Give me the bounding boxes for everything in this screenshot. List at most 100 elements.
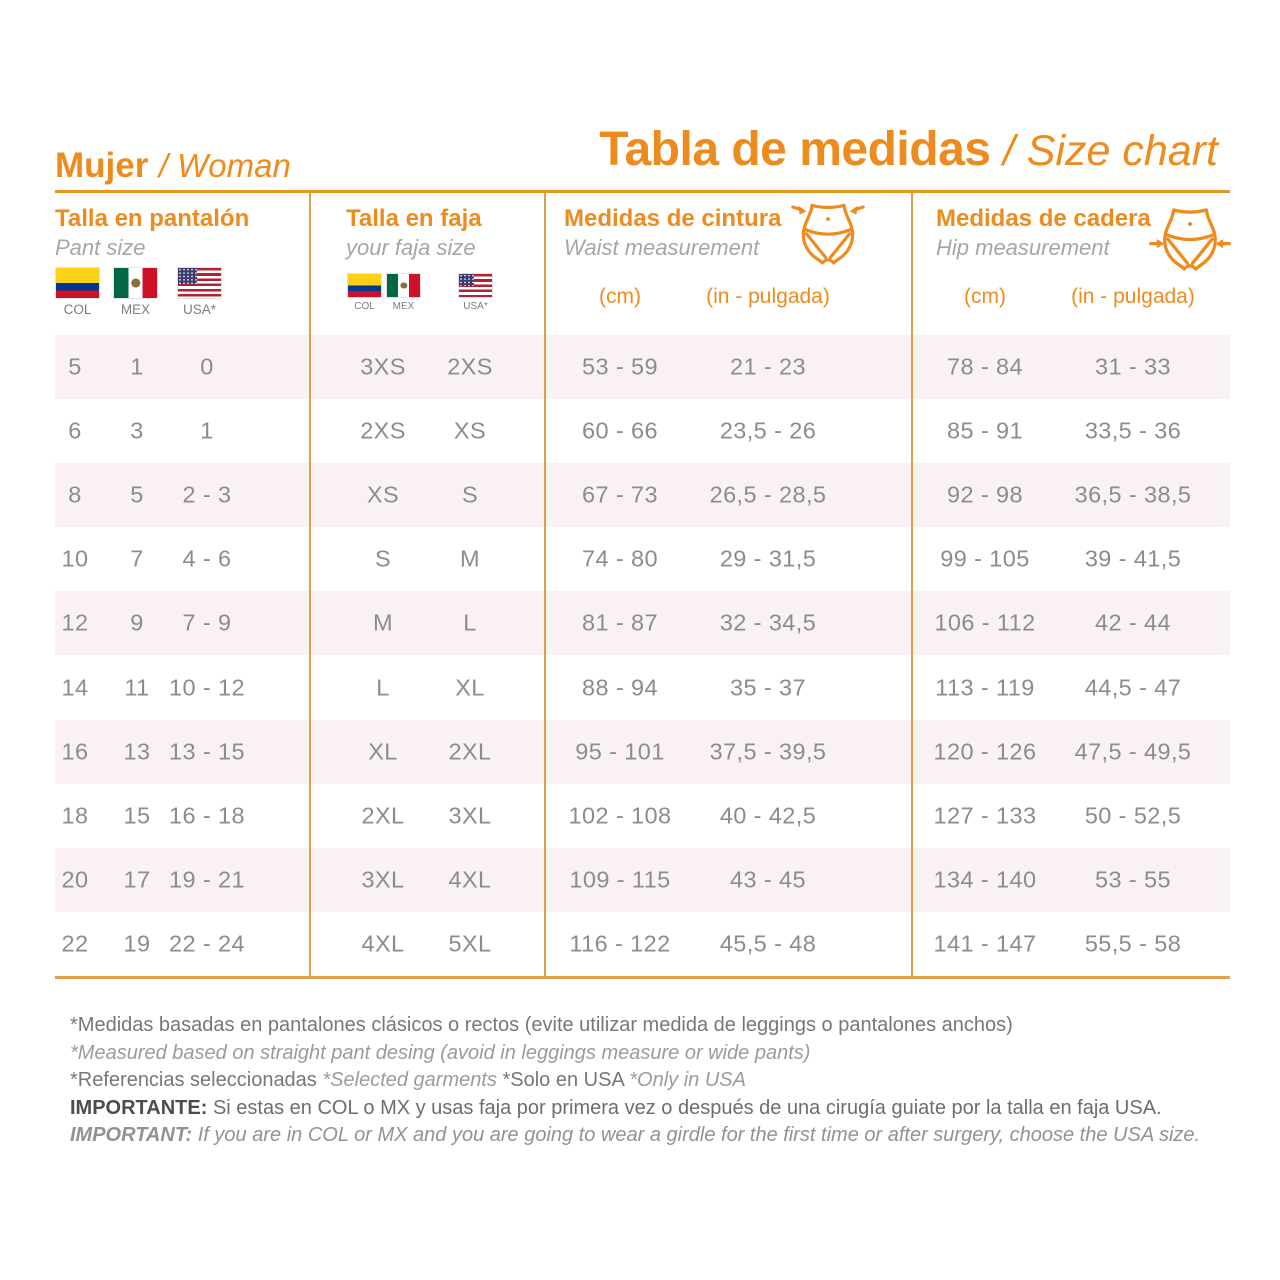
important-text-en: If you are in COL or MX and you are goin…: [197, 1124, 1201, 1146]
colombia-flag-icon: [347, 273, 382, 298]
cell-waist-cm: 102 - 108: [568, 802, 672, 829]
cell-pant-usa: 10 - 12: [169, 674, 245, 701]
cell-pant-col: 12: [61, 609, 89, 636]
cell-pant-col: 18: [61, 802, 89, 829]
table-row: 6 3 1 2XS XS 60 - 66 23,5 - 26 85 - 91 33,5 - 36: [55, 399, 1230, 463]
cell-faja-usa: M: [460, 545, 480, 572]
note-en: *Measured based on straight pant desing …: [70, 1041, 811, 1064]
cell-hip-in: 31 - 33: [1095, 353, 1171, 380]
cell-waist-cm: 95 - 101: [575, 738, 665, 765]
faja-size-subtitle: your faja size: [346, 235, 476, 260]
pant-size-title: Talla en pantalón: [55, 205, 250, 232]
hip-cm-unit: (cm): [964, 285, 1006, 308]
colombia-flag-icon: [55, 267, 100, 299]
important-label-es: IMPORTANTE:: [70, 1096, 213, 1119]
usa-flag-canton: [459, 274, 474, 287]
page-title-left: Mujer / Woman: [55, 146, 291, 186]
cell-hip-cm: 78 - 84: [947, 353, 1023, 380]
table-row: 14 11 10 - 12 L XL 88 - 94 35 - 37 113 - 119 44,…: [55, 655, 1230, 719]
cell-hip-cm: 141 - 147: [933, 930, 1037, 957]
flag-label: COL: [354, 301, 375, 312]
cell-pant-usa: 1: [200, 417, 214, 444]
cell-waist-cm: 67 - 73: [582, 481, 658, 508]
references-note: *Referencias seleccionadas *Selected gar…: [70, 1067, 1220, 1095]
cell-faja-usa: 5XL: [448, 930, 492, 957]
cell-faja-colmex: 3XS: [360, 353, 406, 380]
flag-unit-usa: USA*: [177, 267, 222, 317]
cell-faja-colmex: L: [376, 674, 390, 701]
cell-faja-colmex: M: [373, 609, 393, 636]
title-size-chart: / Size chart: [1002, 127, 1218, 175]
usa-flag-icon: [458, 273, 493, 298]
cell-hip-in: 39 - 41,5: [1084, 545, 1182, 572]
cell-hip-cm: 99 - 105: [940, 545, 1030, 572]
cell-pant-col: 14: [61, 674, 89, 701]
cell-pant-usa: 19 - 21: [169, 866, 245, 893]
cell-waist-in: 21 - 23: [730, 353, 806, 380]
cell-pant-usa: 2 - 3: [182, 481, 232, 508]
page-title-right: Tabla de medidas / Size chart: [599, 122, 1218, 177]
cell-pant-col: 22: [61, 930, 89, 957]
title-mujer: Mujer: [55, 146, 149, 185]
cell-faja-colmex: XS: [366, 481, 400, 508]
cell-faja-colmex: 4XL: [361, 930, 405, 957]
cell-hip-in: 47,5 - 49,5: [1074, 738, 1192, 765]
cell-pant-col: 5: [68, 353, 82, 380]
cell-faja-colmex: XL: [368, 738, 398, 765]
faja-size-title: Talla en faja: [346, 205, 482, 232]
table-rows: 5 1 0 3XS 2XS 53 - 59 21 - 23 78 - 84 31 - 33 6 3 1…: [55, 335, 1230, 976]
refs-en: *Selected garments: [322, 1069, 503, 1091]
flag-unit-col: COL: [347, 273, 382, 312]
flag-unit-usa: USA*: [458, 273, 493, 312]
cell-waist-in: 45,5 - 48: [719, 930, 817, 957]
cell-waist-cm: 88 - 94: [582, 674, 658, 701]
cell-waist-in: 43 - 45: [730, 866, 806, 893]
hip-subtitle: Hip measurement: [936, 235, 1110, 260]
cell-pant-usa: 7 - 9: [182, 609, 232, 636]
cell-faja-colmex: S: [374, 545, 392, 572]
flag-label: USA*: [463, 301, 488, 312]
title-woman: / Woman: [158, 147, 291, 184]
cell-hip-cm: 127 - 133: [933, 802, 1037, 829]
usa-es: *Solo en USA: [502, 1069, 630, 1091]
cell-waist-cm: 81 - 87: [582, 609, 658, 636]
mexico-emblem: [399, 282, 408, 289]
cell-hip-cm: 85 - 91: [947, 417, 1023, 444]
important-text-es: Si estas en COL o MX y usas faja por pri…: [212, 1096, 1162, 1119]
cell-faja-usa: XL: [455, 674, 485, 701]
cell-faja-usa: 2XL: [448, 738, 492, 765]
cell-hip-cm: 113 - 119: [935, 674, 1035, 701]
cell-faja-usa: L: [463, 609, 477, 636]
mexico-flag-icon: [113, 267, 158, 299]
cell-pant-mex: 15: [123, 802, 151, 829]
usa-flag-canton: [178, 268, 197, 285]
size-table: 5 1 0 3XS 2XS 53 - 59 21 - 23 78 - 84 31 - 33 6 3 1…: [55, 190, 1231, 979]
flag-label: MEX: [120, 302, 151, 317]
cell-faja-usa: 3XL: [448, 802, 492, 829]
flag-unit-mex: MEX: [113, 267, 158, 317]
cell-faja-usa: S: [461, 481, 479, 508]
waist-measure-icon: [788, 199, 868, 271]
cell-faja-usa: 4XL: [448, 866, 492, 893]
cell-pant-usa: 16 - 18: [169, 802, 245, 829]
cell-pant-usa: 22 - 24: [169, 930, 245, 957]
cell-faja-usa: 2XS: [447, 353, 493, 380]
cell-faja-usa: XS: [453, 417, 487, 444]
cell-hip-cm: 120 - 126: [933, 738, 1037, 765]
waist-in-unit: (in - pulgada): [706, 285, 830, 308]
cell-pant-mex: 13: [123, 738, 151, 765]
table-row: 22 19 22 - 24 4XL 5XL 116 - 122 45,5 - 48 141 -…: [55, 912, 1230, 976]
waist-title: Medidas de cintura: [564, 205, 782, 232]
cell-pant-usa: 0: [200, 353, 214, 380]
important-es: IMPORTANTE: Si estas en COL o MX y usas …: [70, 1095, 1220, 1123]
cell-hip-cm: 106 - 112: [934, 609, 1036, 636]
cell-pant-mex: 1: [130, 353, 144, 380]
cell-hip-in: 55,5 - 58: [1084, 930, 1182, 957]
cell-pant-usa: 4 - 6: [182, 545, 232, 572]
cell-waist-cm: 53 - 59: [582, 353, 658, 380]
table-row: 5 1 0 3XS 2XS 53 - 59 21 - 23 78 - 84 31 - 33: [55, 335, 1230, 400]
cell-pant-mex: 5: [130, 481, 144, 508]
cell-waist-in: 23,5 - 26: [719, 417, 817, 444]
table-row: 10 7 4 - 6 S M 74 - 80 29 - 31,5 99 - 105 39 - 4…: [55, 527, 1230, 591]
